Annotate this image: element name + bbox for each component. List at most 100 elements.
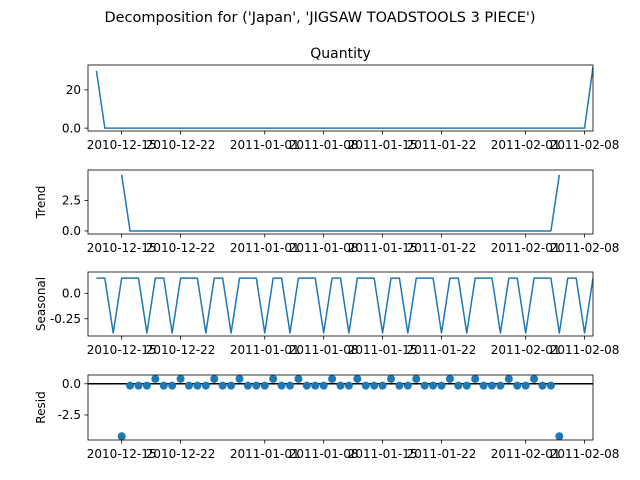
axes-frame [87,374,594,441]
resid-point-27 [344,381,353,390]
x-tick-label: 2011-02-08 [550,447,620,461]
x-tick-label: 2011-01-22 [407,138,477,152]
x-tick-label: 2010-12-15 [87,447,157,461]
y-axis-label: Seasonal [34,277,48,331]
resid-point-21 [294,375,303,383]
resid-point-35 [412,375,421,383]
x-tick-label: 2011-01-08 [289,343,359,357]
resid-point-46 [504,375,513,383]
x-tick-label: 2011-01-01 [230,241,300,255]
resid-point-30 [370,381,379,390]
x-tick-label: 2011-01-15 [348,343,418,357]
x-tick-label: 2010-12-22 [146,241,216,255]
resid-point-13 [227,381,236,390]
series-line-seasonal [96,277,593,334]
x-tick-label: 2011-01-15 [348,447,418,461]
resid-point-11 [210,375,219,383]
x-tick-label: 2010-12-15 [87,241,157,255]
x-tick-label: 2011-01-01 [230,447,300,461]
resid-point-23 [311,381,320,390]
y-tick-label: 0.0 [62,287,81,301]
resid-point-40 [454,381,463,390]
y-tick-label: 20 [66,83,81,97]
subplot-title: Quantity [310,46,371,62]
resid-point-51 [546,381,555,390]
resid-point-3 [142,381,151,390]
plot-area [88,375,593,440]
resid-point-4 [151,375,160,383]
resid-point-39 [445,375,454,383]
y-axis-label: Trend [34,186,48,220]
resid-point-33 [395,381,404,390]
resid-point-29 [361,381,370,390]
y-tick-label: 0.0 [62,377,81,391]
resid-point-25 [328,375,337,383]
y-axis-label: Resid [34,391,48,423]
x-tick-label: 2011-01-01 [230,343,300,357]
resid-point-26 [336,381,345,390]
resid-point-19 [277,381,286,390]
x-tick-label: 2010-12-22 [146,138,216,152]
y-tick-label: -0.25 [50,312,81,326]
x-tick-label: 2011-02-01 [491,138,561,152]
resid-point-2 [134,381,143,390]
axes-frame [87,271,594,337]
resid-point-38 [437,381,446,390]
resid-point-24 [319,381,328,390]
resid-point-36 [420,381,429,390]
resid-point-9 [193,381,202,390]
resid-point-14 [235,375,244,383]
resid-point-12 [218,381,227,390]
resid-point-20 [286,381,294,390]
x-tick-label: 2011-01-22 [407,241,477,255]
resid-point-22 [302,381,311,390]
plot-area [96,277,593,334]
x-tick-label: 2011-01-15 [348,138,418,152]
x-tick-label: 2011-01-01 [230,138,300,152]
resid-point-7 [176,375,185,383]
resid-point-16 [252,381,261,390]
plot-area [95,66,593,129]
resid-point-28 [353,375,362,383]
resid-point-50 [538,381,547,390]
y-tick-label: 2.5 [62,194,81,208]
resid-point-48 [521,381,530,390]
resid-point-15 [243,381,252,390]
x-tick-label: 2010-12-22 [146,447,216,461]
x-tick-label: 2010-12-15 [87,343,157,357]
resid-point-42 [471,375,480,383]
resid-point-47 [513,381,522,390]
resid-point-1 [126,381,135,390]
x-tick-label: 2011-02-01 [491,343,561,357]
x-tick-label: 2011-02-08 [550,241,620,255]
resid-point-31 [378,381,387,390]
resid-point-37 [429,381,438,390]
resid-point-34 [403,381,412,390]
resid-point-17 [260,381,269,390]
figure-title: Decomposition for ('Japan', 'JIGSAW TOAD… [104,10,535,26]
x-tick-label: 2011-01-22 [407,343,477,357]
resid-point-45 [496,381,505,390]
x-tick-label: 2010-12-22 [146,343,216,357]
y-tick-label: 0.0 [62,224,81,238]
plot-area [120,174,561,232]
resid-point-5 [159,381,168,390]
x-tick-label: 2010-12-15 [87,138,157,152]
resid-point-43 [479,381,488,390]
resid-point-32 [387,375,395,383]
x-tick-label: 2011-02-08 [550,343,620,357]
series-line-trend [120,174,561,232]
x-tick-label: 2011-02-01 [491,241,561,255]
axes-frame [87,169,594,235]
axes-frame [87,64,594,132]
resid-point-0 [117,432,126,440]
resid-point-10 [201,381,210,390]
x-tick-label: 2011-01-22 [407,447,477,461]
resid-point-49 [530,375,539,383]
